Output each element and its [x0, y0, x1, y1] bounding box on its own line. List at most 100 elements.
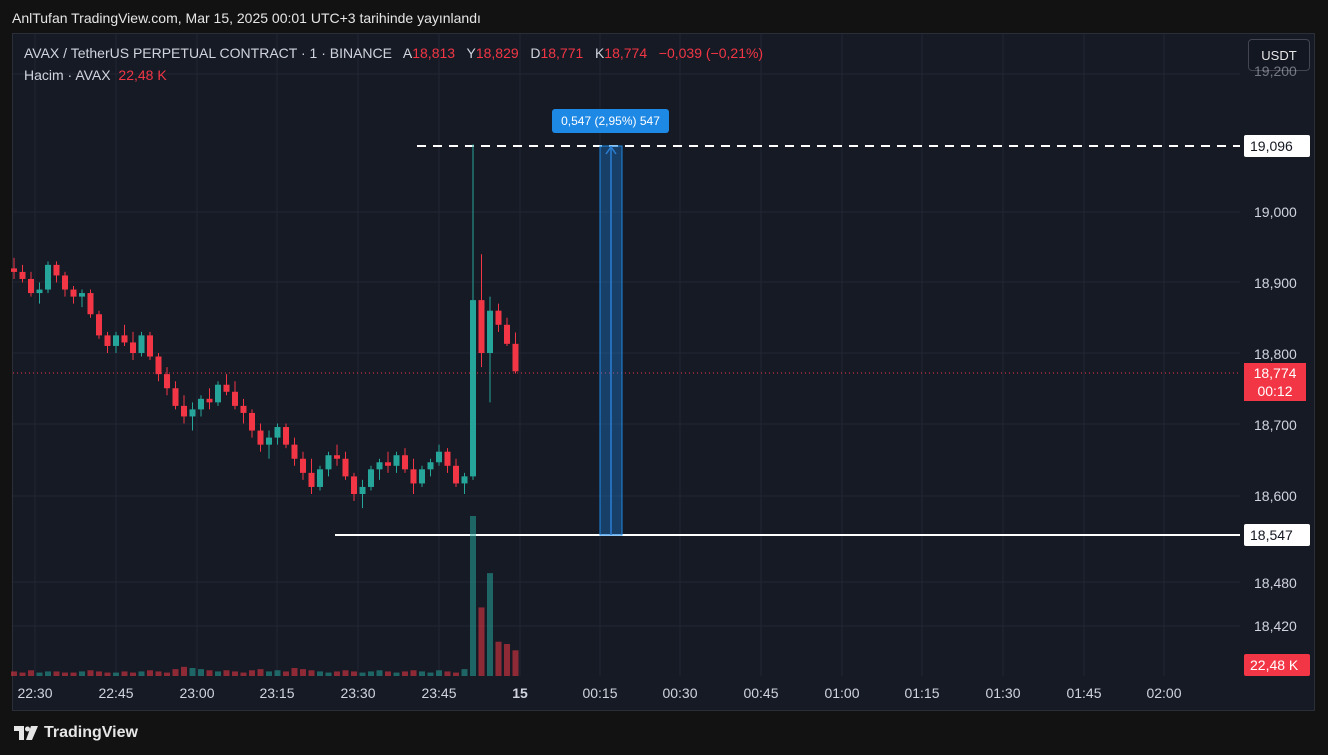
close-label: K — [594, 45, 605, 61]
upper-level-price-tag: 19,096 — [1244, 135, 1310, 157]
volume-bar — [334, 671, 340, 676]
candle-body — [512, 343, 519, 372]
candle-body — [308, 472, 315, 487]
time-tick: 00:30 — [662, 685, 698, 701]
price-tick: 18,420 — [1254, 618, 1297, 634]
candle-body — [300, 458, 306, 473]
candle-body — [215, 384, 221, 403]
volume-bar — [470, 516, 476, 676]
volume-bar — [300, 669, 306, 676]
candle-body — [359, 486, 366, 494]
price-tick: 19,000 — [1254, 204, 1297, 220]
volume-bar — [138, 671, 145, 676]
candle-body — [206, 398, 213, 403]
last-price-value: 18,774 — [1253, 365, 1297, 381]
candle-body — [113, 335, 119, 346]
high-value: 18,829 — [475, 45, 519, 61]
volume-bar — [87, 670, 94, 676]
volume-bar — [393, 672, 400, 676]
volume-bar — [436, 670, 442, 676]
volume-bar — [368, 671, 374, 676]
close-value: 18,774 — [604, 45, 648, 61]
time-tick: 22:45 — [98, 685, 134, 701]
time-tick: 15 — [512, 685, 528, 701]
brand-name: TradingView — [44, 724, 138, 741]
volume-bar — [444, 671, 451, 676]
candle-body — [147, 335, 153, 357]
candle-body — [223, 384, 230, 392]
candle-body — [45, 264, 51, 290]
candle-body — [487, 310, 493, 353]
volume-bar — [495, 641, 502, 676]
candle-body — [478, 300, 485, 353]
candle-body — [393, 455, 400, 466]
volume-bar — [147, 670, 153, 676]
volume-bar — [283, 671, 289, 676]
candle-body — [325, 455, 332, 470]
price-tick: 18,900 — [1254, 275, 1297, 291]
candle-body — [342, 458, 349, 477]
symbol-legend[interactable]: AVAX / TetherUS PERPETUAL CONTRACT · 1 ·… — [24, 45, 763, 61]
time-tick: 22:30 — [17, 685, 53, 701]
candle-body — [189, 409, 196, 417]
volume-bar — [155, 671, 162, 676]
candle-body — [130, 342, 136, 353]
volume-bar — [240, 672, 247, 676]
candle-body — [274, 427, 281, 438]
time-tick: 01:00 — [824, 685, 860, 701]
volume-bar — [45, 671, 51, 676]
price-tick: 18,600 — [1254, 488, 1297, 504]
time-tick: 00:45 — [743, 685, 779, 701]
price-tick-partial: 19,200 — [1254, 63, 1297, 79]
low-label: D — [530, 45, 541, 61]
volume-bar — [308, 670, 315, 676]
volume-bar — [232, 671, 238, 676]
bar-countdown: 00:12 — [1257, 383, 1293, 399]
volume-bar — [53, 671, 60, 676]
volume-bar — [512, 650, 519, 676]
measure-label[interactable]: 0,547 (2,95%) 547 — [552, 109, 669, 133]
candle-body — [62, 275, 68, 290]
open-value: 18,813 — [412, 45, 456, 61]
time-tick: 02:00 — [1146, 685, 1182, 701]
volume-bar — [487, 573, 493, 676]
candle-body — [96, 314, 102, 336]
volume-bar — [181, 666, 187, 676]
candle-body — [11, 268, 17, 272]
volume-bar — [164, 672, 170, 676]
candle-body — [36, 289, 43, 294]
volume-bar — [325, 672, 332, 676]
volume-bar — [266, 671, 272, 676]
tradingview-brand[interactable]: TradingView — [14, 724, 138, 742]
candle-body — [453, 465, 459, 484]
last-price-tag: 18,774 00:12 — [1244, 363, 1306, 401]
candle-body — [53, 264, 60, 276]
volume-bar — [189, 668, 196, 676]
candle-body — [351, 476, 357, 494]
volume-bar — [70, 672, 77, 676]
volume-legend[interactable]: Hacim · AVAX 22,48 K — [24, 67, 167, 83]
time-tick: 00:15 — [582, 685, 618, 701]
currency-button[interactable]: USDT — [1248, 39, 1310, 71]
measure-arrow-head — [605, 145, 617, 155]
volume-bar — [274, 670, 281, 676]
candle-body — [121, 335, 128, 343]
candle-body — [334, 455, 340, 459]
volume-bar — [342, 670, 349, 676]
candle-body — [181, 405, 187, 417]
candle-body — [470, 300, 476, 477]
candle-body — [172, 388, 179, 406]
candle-body — [87, 293, 94, 315]
candle-body — [402, 455, 408, 470]
volume-bar — [19, 672, 26, 676]
volume-bar — [410, 670, 417, 676]
price-tick: 18,700 — [1254, 417, 1297, 433]
candle-body — [164, 374, 170, 389]
high-label: Y — [466, 45, 476, 61]
symbol-name[interactable]: AVAX / TetherUS PERPETUAL CONTRACT · 1 ·… — [24, 45, 392, 61]
volume-bar — [104, 672, 111, 676]
volume-bar — [419, 671, 425, 676]
volume-value: 22,48 K — [118, 67, 167, 83]
volume-bar — [62, 672, 68, 676]
